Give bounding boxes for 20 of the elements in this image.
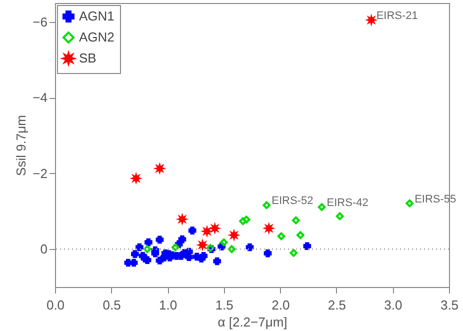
annotation: EIRS-21 [376, 10, 418, 22]
y-tick-label: 0 [40, 242, 48, 257]
legend-label: AGN1 [79, 8, 114, 24]
annotation: EIRS-52 [272, 195, 314, 208]
x-tick-label: 0.0 [46, 298, 65, 312]
legend-label: SB [79, 50, 96, 66]
x-tick-label: 1.5 [215, 298, 234, 312]
y-axis-title: Ssil 9.7μm [14, 115, 29, 176]
x-tick-label: 0.5 [102, 298, 121, 312]
x-tick-label: 2.5 [328, 298, 346, 312]
y-tick-label: −6 [32, 14, 48, 30]
y-tick-label: −2 [32, 166, 48, 181]
x-tick-label: 1.0 [159, 298, 178, 312]
x-tick-label: 3.5 [440, 298, 459, 312]
legend-label: AGN2 [79, 30, 114, 44]
x-tick-label: 2.0 [272, 298, 290, 312]
x-axis-title: α [2.2−7μm] [218, 314, 288, 330]
x-tick-label: 3.0 [384, 298, 402, 312]
y-tick-label: −4 [32, 90, 48, 106]
annotation: EIRS-42 [326, 197, 368, 210]
